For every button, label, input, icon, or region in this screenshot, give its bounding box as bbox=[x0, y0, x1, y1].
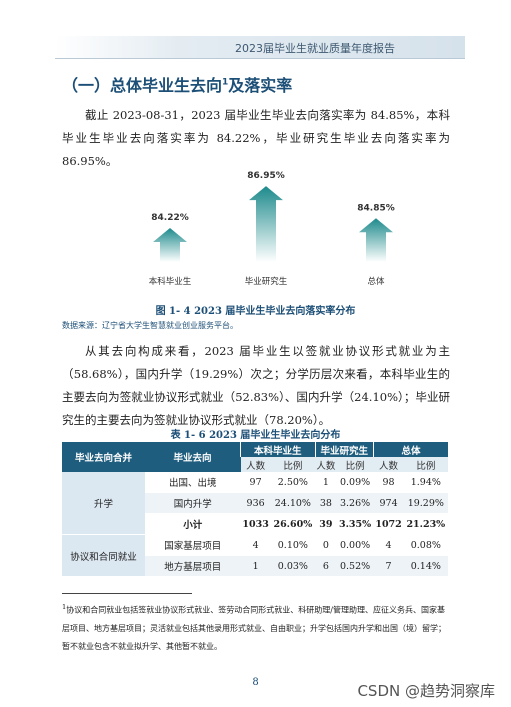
value-label: 86.95% bbox=[247, 171, 285, 181]
table-cell: 2.50% bbox=[270, 472, 315, 493]
subheader-cell: 比例 bbox=[270, 457, 315, 472]
value-label: 84.85% bbox=[357, 203, 395, 213]
table-cell: 0.08% bbox=[403, 534, 448, 556]
table-cell: 7 bbox=[373, 555, 404, 577]
table-cell: 0.10% bbox=[270, 534, 315, 556]
table-cell: 1033 bbox=[240, 513, 271, 535]
table-cell: 21.23% bbox=[403, 513, 448, 535]
table-cell: 974 bbox=[373, 492, 404, 514]
table-cell: 1.94% bbox=[403, 472, 448, 493]
header-title: 2023届毕业生就业质量年度报告 bbox=[235, 42, 395, 55]
heading-text: （一）总体毕业生去向 bbox=[62, 76, 223, 95]
section-heading: （一）总体毕业生去向1及落实率 bbox=[62, 72, 292, 96]
arrow bbox=[153, 227, 187, 262]
table-cell: 出国、出境 bbox=[145, 472, 241, 493]
table-cell: 1 bbox=[315, 472, 337, 493]
table-cell: 0.09% bbox=[336, 472, 374, 493]
group-cell: 协议和合同就业 bbox=[62, 534, 145, 577]
table-cell: 国内升学 bbox=[145, 492, 241, 514]
paragraph: 截止 2023-08-31，2023 届毕业生毕业去向落实率为 84.85%，本… bbox=[62, 108, 450, 168]
footnote-text: 协议和合同就业包括签就业协议形式就业、签劳动合同形式就业、科研助理/管理助理、应… bbox=[62, 605, 446, 651]
value-label: 84.22% bbox=[151, 213, 189, 223]
table-cell: 26.60% bbox=[270, 513, 315, 535]
table-row: 地方基层项目 1 0.03% 6 0.52% 7 0.14% bbox=[62, 555, 448, 577]
subheader-cell: 比例 bbox=[403, 457, 448, 472]
table-cell: 98 bbox=[373, 472, 404, 493]
table-cell: 0 bbox=[315, 534, 337, 556]
header-cell: 毕业研究生 bbox=[314, 442, 374, 457]
header-cell: 毕业去向 bbox=[145, 442, 241, 472]
table-row: 小计 1033 26.60% 39 3.35% 1072 21.23% bbox=[62, 513, 448, 535]
category-label: 本科毕业生 bbox=[149, 276, 192, 287]
figure-caption: 图 1- 4 2023 届毕业生毕业去向落实率分布 bbox=[155, 306, 356, 317]
table-cell: 3.35% bbox=[336, 513, 374, 535]
page-header: 2023届毕业生就业质量年度报告 bbox=[55, 36, 465, 59]
table-cell: 小计 bbox=[145, 513, 241, 535]
header-cell: 本科毕业生 bbox=[240, 442, 315, 457]
table-caption: 表 1- 6 2023 届毕业生毕业去向分布 bbox=[170, 430, 341, 441]
table-row: 人数 比例 人数 比例 人数 比例 bbox=[62, 457, 448, 472]
table-cell: 38 bbox=[315, 492, 337, 514]
table-cell: 0.00% bbox=[336, 534, 374, 556]
footnote: 1协议和合同就业包括签就业协议形式就业、签劳动合同形式就业、科研助理/管理助理、… bbox=[62, 598, 450, 656]
heading-text: 及落实率 bbox=[228, 76, 293, 95]
subheader-cell: 人数 bbox=[240, 457, 271, 472]
category-label: 毕业研究生 bbox=[245, 276, 288, 287]
subheader-cell: 人数 bbox=[373, 457, 404, 472]
figure: 84.22% 本科毕业生 86.95% 毕业研究生 84.85% 总体 bbox=[149, 171, 395, 287]
header-cell: 总体 bbox=[372, 442, 448, 457]
table-cell: 0.14% bbox=[403, 555, 448, 577]
table-row: 国内升学 936 24.10% 38 3.26% 974 19.29% bbox=[62, 492, 448, 514]
table: 毕业去向合并 毕业去向 本科毕业生 毕业研究生 总体 人数 比例 人数 比例 人数 比例 升学 出国、出… bbox=[62, 442, 448, 577]
arrow bbox=[359, 218, 393, 262]
header-cell: 毕业去向合并 bbox=[62, 442, 145, 472]
subheader-cell: 人数 bbox=[315, 457, 337, 472]
category-label: 总体 bbox=[367, 276, 385, 287]
table-cell: 0.03% bbox=[270, 555, 315, 577]
table-cell: 19.29% bbox=[403, 492, 448, 514]
table-cell: 0.52% bbox=[336, 555, 374, 577]
paragraph: 从其去向构成来看，2023 届毕业生以签就业协议形式就业为主（58.68%），国… bbox=[62, 344, 450, 427]
table-cell: 97 bbox=[240, 472, 271, 493]
watermark: CSDN @趋势洞察库 bbox=[357, 682, 495, 700]
footnote-mark: 1 bbox=[62, 603, 67, 611]
footnote-ref: 1 bbox=[222, 77, 229, 88]
figure-source: 数据来源：辽宁省大学生智慧就业创业服务平台。 bbox=[62, 321, 238, 330]
table-cell: 地方基层项目 bbox=[145, 555, 241, 577]
table-cell: 39 bbox=[315, 513, 337, 535]
table-row: 升学 出国、出境 97 2.50% 1 0.09% 98 1.94% bbox=[62, 472, 448, 535]
table-cell: 6 bbox=[315, 555, 337, 577]
group-cell: 升学 bbox=[62, 472, 145, 535]
subheader-cell: 比例 bbox=[336, 457, 374, 472]
table-cell: 1072 bbox=[373, 513, 404, 535]
arrow bbox=[249, 186, 283, 262]
table-cell: 4 bbox=[373, 534, 404, 556]
table-cell: 24.10% bbox=[270, 492, 315, 514]
table-row: 协议和合同就业 国家基层项目 4 0.10% 0 0.00% 4 0.08% bbox=[62, 534, 448, 577]
footnote-rule bbox=[62, 593, 192, 594]
page-number: 8 bbox=[252, 677, 259, 688]
table-cell: 国家基层项目 bbox=[145, 534, 241, 556]
table-cell: 4 bbox=[240, 534, 271, 556]
table-cell: 3.26% bbox=[336, 492, 374, 514]
table-cell: 1 bbox=[240, 555, 271, 577]
table-cell: 936 bbox=[240, 492, 271, 514]
table-row: 毕业去向合并 毕业去向 本科毕业生 毕业研究生 总体 bbox=[62, 442, 448, 472]
